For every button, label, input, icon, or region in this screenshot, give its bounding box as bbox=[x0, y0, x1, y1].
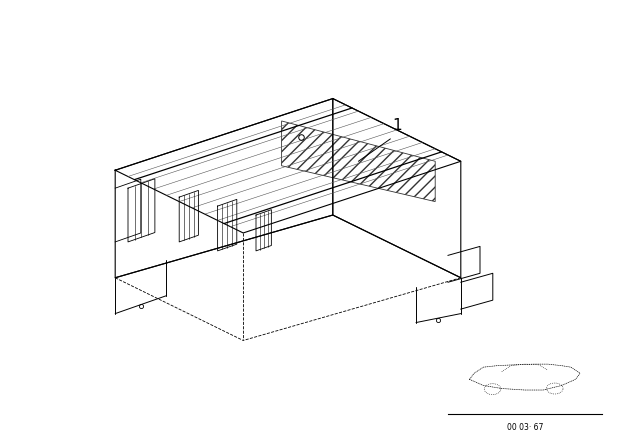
Text: 00 03· 67: 00 03· 67 bbox=[507, 423, 543, 432]
Text: 1: 1 bbox=[392, 118, 402, 133]
